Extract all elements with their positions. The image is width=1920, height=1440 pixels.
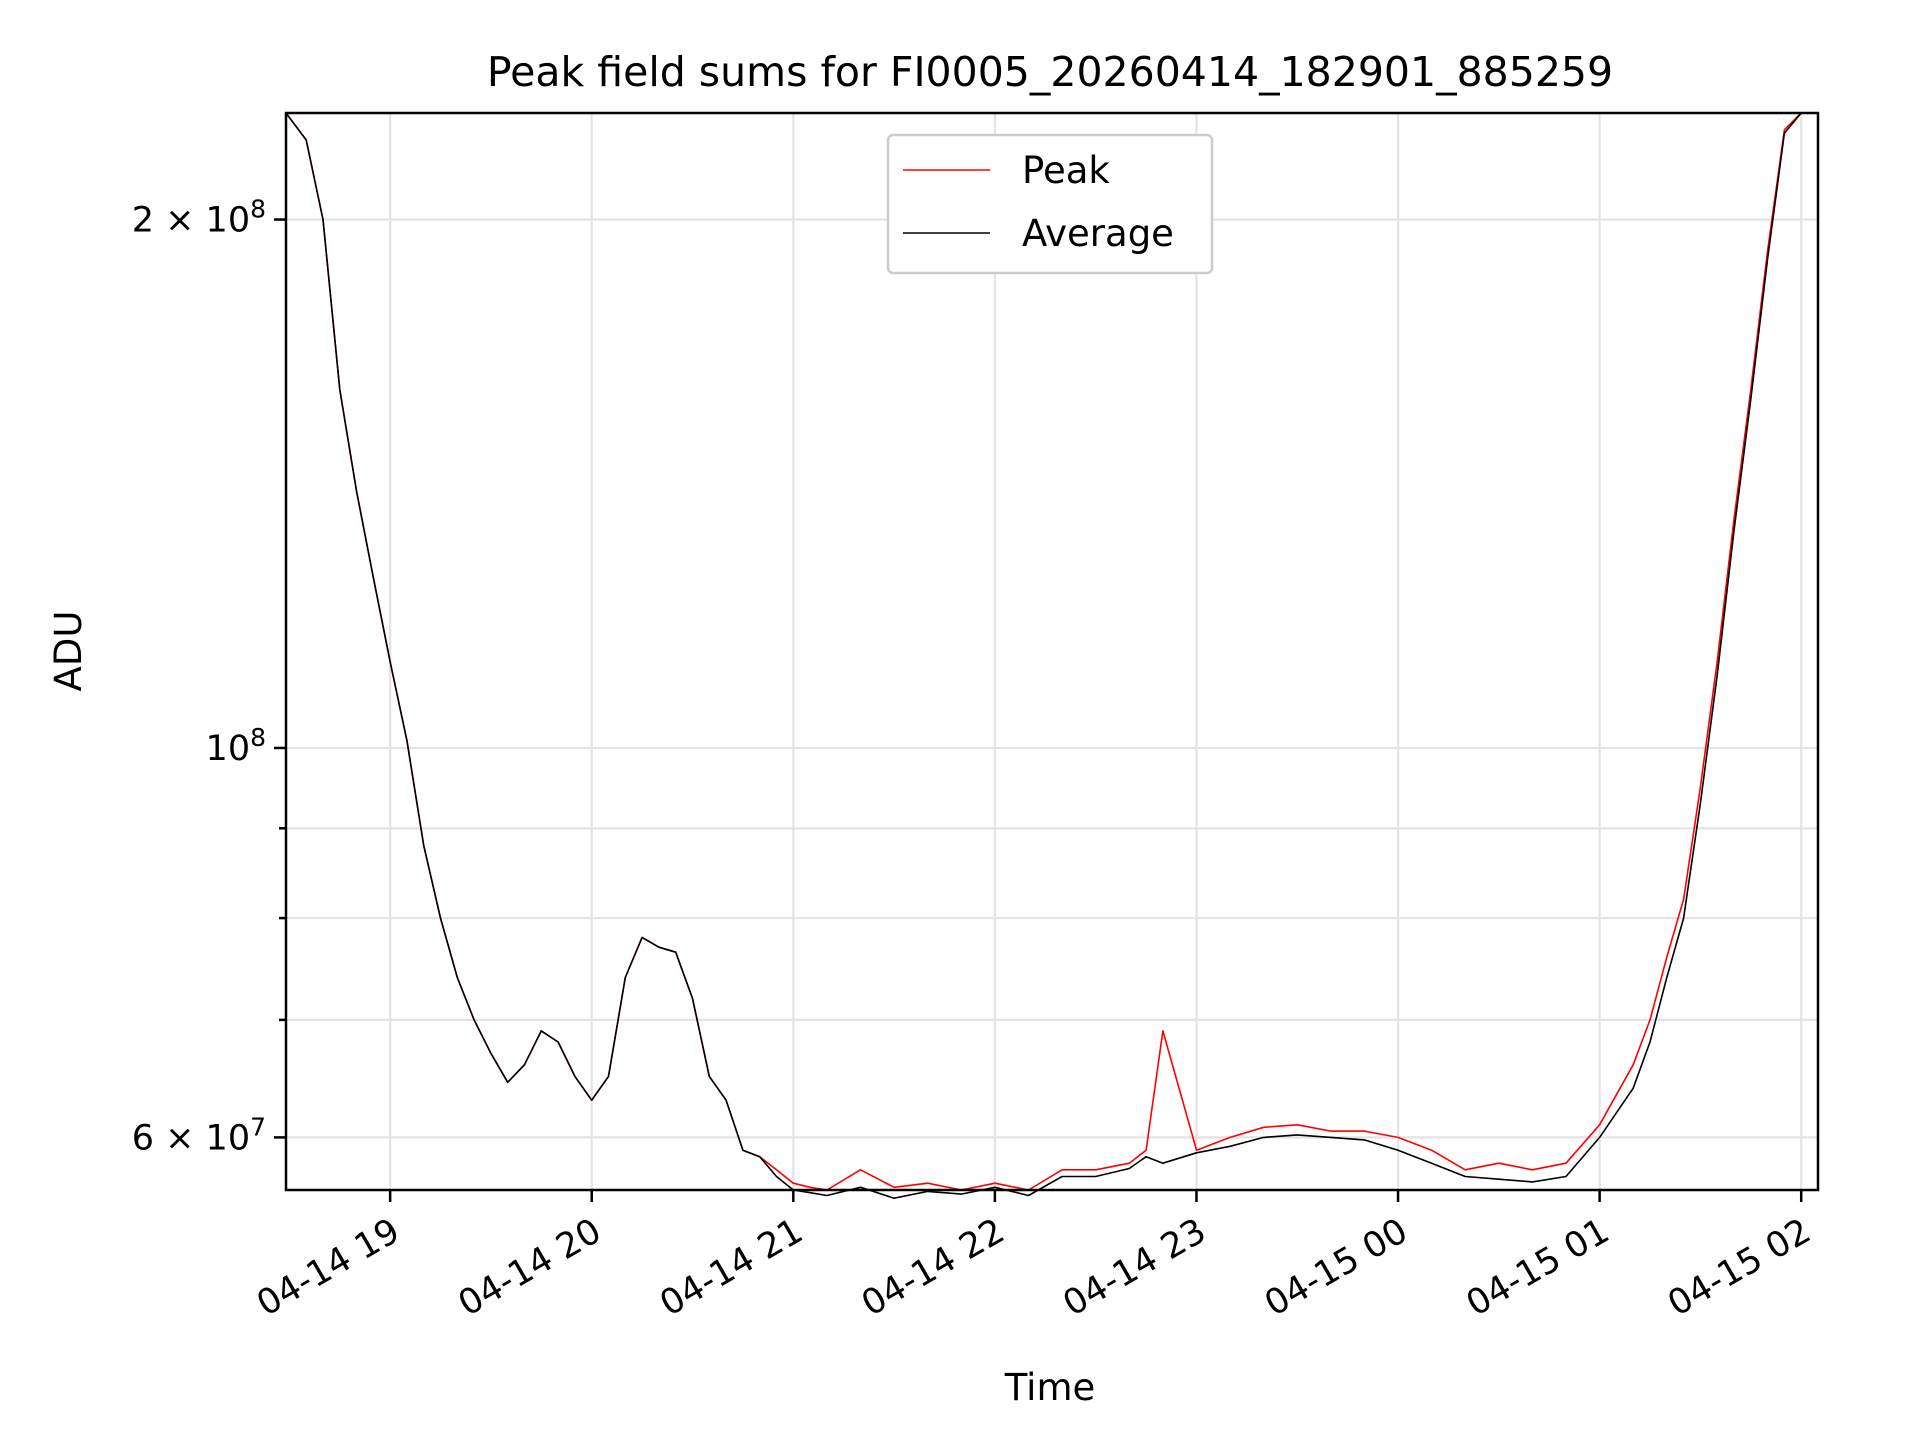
series-line-average bbox=[285, 112, 1818, 1199]
y-tick-label: 6 × 107 bbox=[132, 1112, 266, 1158]
plot-frame bbox=[284, 111, 1820, 1192]
x-axis-label: Time bbox=[1004, 1366, 1096, 1409]
chart-title: Peak field sums for FI0005_20260414_1829… bbox=[487, 48, 1613, 96]
legend-label-peak: Peak bbox=[1022, 149, 1110, 192]
y-tick-label: 2 × 108 bbox=[132, 195, 266, 241]
legend-label-average: Average bbox=[1022, 212, 1174, 255]
legend: Peak Average bbox=[886, 133, 1214, 275]
series-lines bbox=[285, 112, 1818, 1199]
y-axis-label: ADU bbox=[47, 611, 90, 692]
grid-lines bbox=[286, 113, 1818, 1190]
